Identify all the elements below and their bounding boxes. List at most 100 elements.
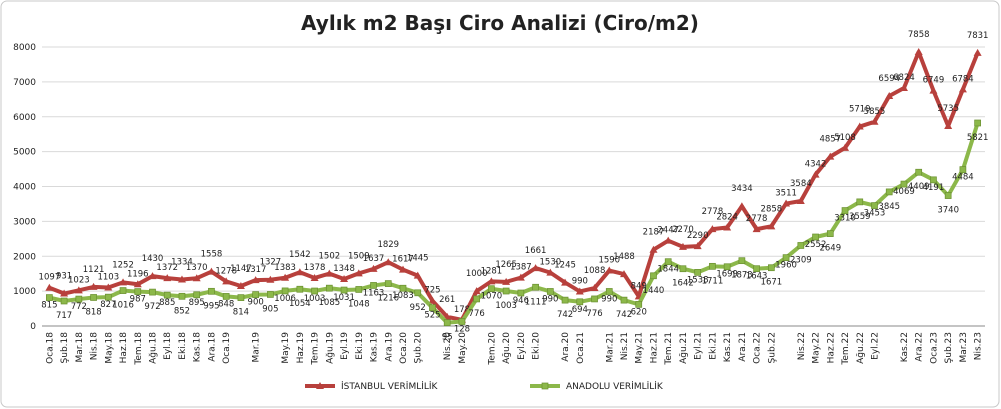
data-label: 3310 — [834, 214, 856, 224]
data-label: 694 — [572, 305, 588, 315]
triangle-marker — [266, 275, 275, 283]
square-marker — [915, 168, 923, 176]
y-tick-label: 0 — [30, 322, 36, 332]
x-tick-label: Ara.20 — [561, 332, 571, 362]
square-marker — [753, 265, 760, 273]
data-label: 1348 — [333, 264, 355, 274]
data-label: 814 — [233, 308, 249, 318]
data-label: 849 — [631, 281, 647, 291]
data-label: 1031 — [333, 293, 355, 303]
data-label: 1327 — [260, 258, 282, 268]
x-tick-label: Haz.21 — [649, 332, 659, 363]
triangle-marker — [561, 278, 570, 286]
square-marker — [885, 188, 893, 196]
data-label: 1103 — [97, 273, 119, 283]
square-marker — [90, 294, 97, 301]
triangle-marker — [855, 122, 864, 130]
x-tick-label: May.20 — [458, 332, 468, 364]
square-marker — [561, 296, 569, 304]
data-label: 1642 — [672, 279, 694, 289]
data-label: 4342 — [805, 160, 827, 170]
data-label: 1558 — [201, 250, 223, 260]
series-line — [48, 49, 980, 322]
x-tick-label: Mar.23 — [959, 332, 969, 362]
triangle-marker — [207, 267, 216, 275]
triangle-marker — [340, 274, 349, 282]
x-tick-label: Tem.19 — [311, 332, 321, 366]
data-label: 987 — [130, 295, 146, 305]
data-label: 990 — [572, 276, 588, 286]
triangle-marker — [531, 264, 540, 272]
data-label: 1502 — [319, 252, 341, 262]
data-label: 4069 — [893, 187, 915, 197]
data-label: 1370 — [186, 263, 208, 273]
square-marker — [591, 295, 598, 303]
square-marker — [944, 192, 952, 199]
data-label: 815 — [41, 301, 57, 311]
x-tick-label: Nis.23 — [974, 332, 984, 360]
x-tick-label: Eki.18 — [178, 332, 188, 360]
triangle-marker — [281, 273, 290, 281]
triangle-marker — [782, 199, 791, 207]
data-label: 1023 — [68, 275, 90, 285]
x-tick-label: Eyl.21 — [694, 332, 704, 360]
x-tick-label: Eyl.20 — [517, 332, 527, 360]
x-tick-label: Şub.22 — [767, 332, 777, 363]
data-label: 6749 — [923, 76, 945, 86]
triangle-marker — [74, 286, 83, 294]
triangle-marker — [177, 275, 186, 283]
triangle-marker — [796, 197, 805, 205]
data-label: 261 — [439, 295, 455, 305]
data-label: 852 — [174, 306, 190, 316]
data-label: 885 — [159, 298, 175, 308]
data-label: 1147 — [230, 264, 252, 274]
triangle-marker — [546, 268, 555, 276]
data-label: 1509 — [348, 251, 370, 261]
x-tick-label: Oca.18 — [45, 332, 55, 364]
square-marker — [340, 286, 348, 294]
y-tick-label: 8000 — [13, 43, 36, 53]
triangle-marker — [914, 47, 923, 55]
triangle-marker — [60, 289, 69, 297]
square-marker — [311, 287, 318, 295]
x-tick-label: Eki.21 — [708, 332, 718, 360]
x-tick-label: Eki.19 — [355, 332, 365, 360]
data-label: 3584 — [790, 179, 812, 189]
data-label: 5735 — [937, 104, 959, 114]
x-tick-label: Tem.20 — [487, 332, 497, 366]
x-tick-label: Nis.20 — [443, 332, 453, 361]
square-marker — [208, 287, 215, 295]
triangle-marker — [119, 278, 128, 286]
square-marker — [163, 291, 171, 299]
square-marker — [900, 180, 908, 188]
triangle-marker — [369, 264, 378, 272]
y-tick-label: 7000 — [13, 78, 36, 88]
triangle-marker — [45, 283, 54, 291]
x-tick-label: May.18 — [104, 332, 114, 364]
triangle-marker — [870, 117, 879, 125]
data-label: 3845 — [878, 202, 900, 212]
triangle-marker — [649, 245, 658, 253]
x-tick-label: Oca.20 — [399, 332, 409, 364]
data-label: 2858 — [761, 204, 783, 214]
square-marker — [193, 291, 201, 299]
data-label: 995 — [203, 301, 219, 311]
square-marker — [443, 319, 451, 327]
data-label: 1372 — [156, 263, 178, 273]
triangle-marker — [737, 202, 746, 210]
x-tick-label: Kas.22 — [900, 332, 910, 362]
square-marker — [178, 292, 186, 300]
x-tick-label: May.19 — [281, 332, 291, 364]
x-tick-label: Mar.21 — [605, 332, 615, 362]
x-tick-label: Haz.19 — [296, 332, 306, 364]
square-marker — [281, 287, 289, 295]
data-label: 4484 — [952, 173, 974, 183]
data-label: 1378 — [304, 263, 326, 273]
x-tick-label: Oca.23 — [929, 332, 939, 364]
square-marker — [856, 198, 864, 206]
square-marker — [620, 296, 628, 304]
data-label: 1637 — [363, 254, 385, 264]
data-label: 1265 — [495, 260, 517, 270]
square-marker — [75, 295, 83, 303]
